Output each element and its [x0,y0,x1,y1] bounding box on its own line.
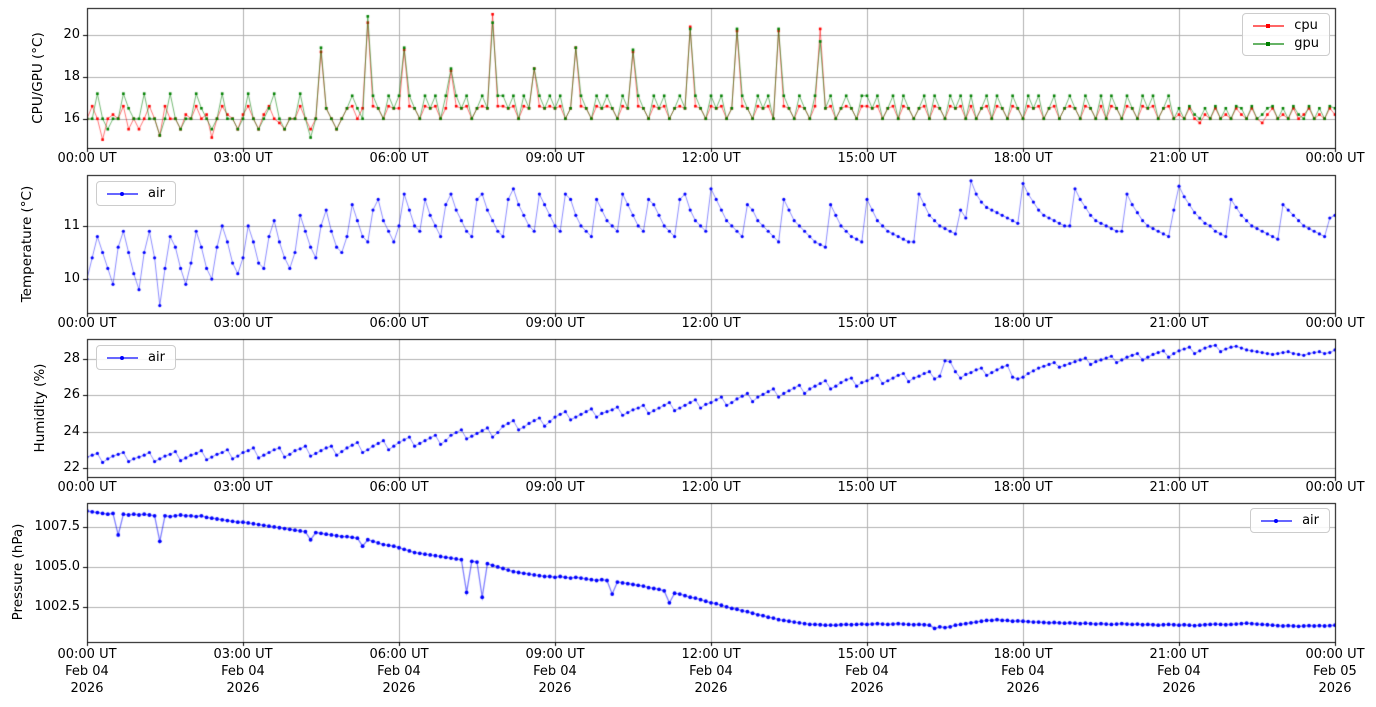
y-tick-label: 10 [63,271,80,286]
x-tick-label: 12:00 UT [681,316,741,331]
x-tick-label: 06:00 UT [369,480,429,495]
y-tick-label: 26 [63,387,80,402]
air-line-marker-icon [107,189,138,198]
legend-temperature: air [96,181,176,206]
air-line-marker-icon [1261,516,1293,525]
x-tick-label: 09:00 UT [525,316,585,331]
legend-entry-air-pressure: air [1261,513,1319,528]
legend-entry-cpu: cpu [1253,18,1319,33]
legend-entry-air-temperature: air [107,186,165,201]
legend-label-cpu: cpu [1294,18,1318,33]
legend-entry-air-humidity: air [107,350,165,365]
x-tick-label: 21:00 UT [1149,151,1209,166]
y-tick-label: 18 [63,69,80,84]
x-tick-label: 15:00 UT [837,480,897,495]
x-tick-label: 03:00 UT [213,151,273,166]
x-tick-date-label: 21:00 UT Feb 04 2026 [1149,647,1209,696]
x-tick-label: 06:00 UT [369,151,429,166]
x-tick-label: 00:00 UT [57,151,117,166]
y-tick-label: 1007.5 [34,519,81,534]
y-tick-label: 20 [63,27,80,42]
x-tick-date-label: 09:00 UT Feb 04 2026 [525,647,585,696]
x-tick-label: 00:00 UT [1305,151,1365,166]
x-tick-label: 00:00 UT [57,480,117,495]
x-tick-label: 18:00 UT [993,316,1053,331]
x-tick-label: 12:00 UT [681,151,741,166]
x-tick-date-label: 15:00 UT Feb 04 2026 [837,647,897,696]
x-tick-label: 12:00 UT [681,480,741,495]
x-tick-label: 15:00 UT [837,151,897,166]
x-tick-label: 09:00 UT [525,480,585,495]
x-tick-date-label: 03:00 UT Feb 04 2026 [213,647,273,696]
x-tick-label: 00:00 UT [1305,316,1365,331]
x-tick-label: 00:00 UT [57,316,117,331]
x-tick-date-label: 00:00 UT Feb 05 2026 [1305,647,1365,696]
y-tick-label: 24 [63,424,80,439]
x-tick-label: 21:00 UT [1149,316,1209,331]
y-tick-label: 11 [63,218,80,233]
legend-pressure: air [1250,508,1330,533]
y-tick-label: 1005.0 [34,559,81,574]
y-tick-label: 22 [63,460,80,475]
x-tick-label: 06:00 UT [369,316,429,331]
legend-cpu-gpu: cpu gpu [1242,13,1330,56]
x-tick-label: 21:00 UT [1149,480,1209,495]
x-tick-label: 18:00 UT [993,151,1053,166]
x-tick-date-label: 00:00 UT Feb 04 2026 [57,647,117,696]
legend-label-air-temperature: air [148,186,165,201]
x-tick-label: 18:00 UT [993,480,1053,495]
x-tick-label: 00:00 UT [1305,480,1365,495]
x-tick-label: 03:00 UT [213,316,273,331]
legend-label-gpu: gpu [1294,36,1319,51]
legend-humidity: air [96,345,176,370]
x-tick-label: 15:00 UT [837,316,897,331]
air-line-marker-icon [107,353,138,362]
cpu-line-marker-icon [1253,21,1285,30]
y-tick-label: 1002.5 [34,599,81,614]
y-tick-label: 16 [63,111,80,126]
gpu-line-marker-icon [1253,39,1285,48]
x-tick-label: 09:00 UT [525,151,585,166]
x-tick-date-label: 18:00 UT Feb 04 2026 [993,647,1053,696]
x-tick-date-label: 12:00 UT Feb 04 2026 [681,647,741,696]
x-tick-label: 03:00 UT [213,480,273,495]
legend-label-air-pressure: air [1302,513,1319,528]
x-tick-date-label: 06:00 UT Feb 04 2026 [369,647,429,696]
legend-entry-gpu: gpu [1253,36,1319,51]
legend-label-air-humidity: air [148,350,165,365]
y-tick-label: 28 [63,351,80,366]
